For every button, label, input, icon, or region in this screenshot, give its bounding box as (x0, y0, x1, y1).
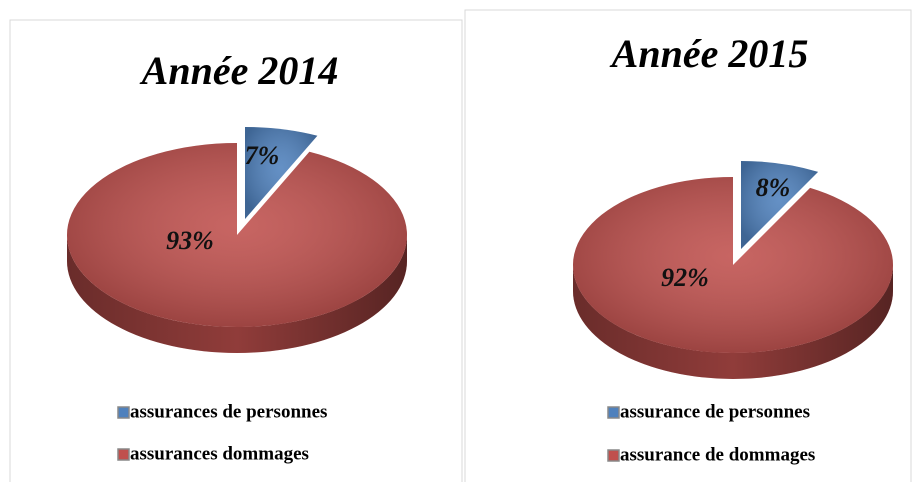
panel-border (464, 9, 912, 482)
slice-side-shade (573, 265, 893, 379)
legend-swatch (607, 449, 620, 462)
panel-border (9, 19, 463, 482)
legend-swatch (607, 406, 620, 419)
chart-title: Année 2014 (139, 48, 339, 93)
legend-swatch (117, 448, 130, 461)
legend-swatch (117, 406, 130, 419)
legend-label: assurances de personnes (130, 401, 327, 422)
slice-shade (573, 177, 894, 354)
slice-shade (741, 161, 819, 249)
slice-shade (245, 127, 318, 219)
value-label: 7% (245, 141, 280, 170)
value-label: 93% (166, 226, 214, 255)
legend-label: assurance de dommages (620, 444, 815, 465)
slice-shade (66, 143, 408, 327)
value-label: 92% (661, 263, 709, 292)
legend-label: assurance de personnes (620, 401, 810, 422)
slice-side-shade (67, 235, 407, 353)
legend-label: assurances dommages (130, 443, 309, 464)
chart-title: Année 2015 (609, 31, 809, 76)
value-label: 8% (756, 173, 791, 202)
